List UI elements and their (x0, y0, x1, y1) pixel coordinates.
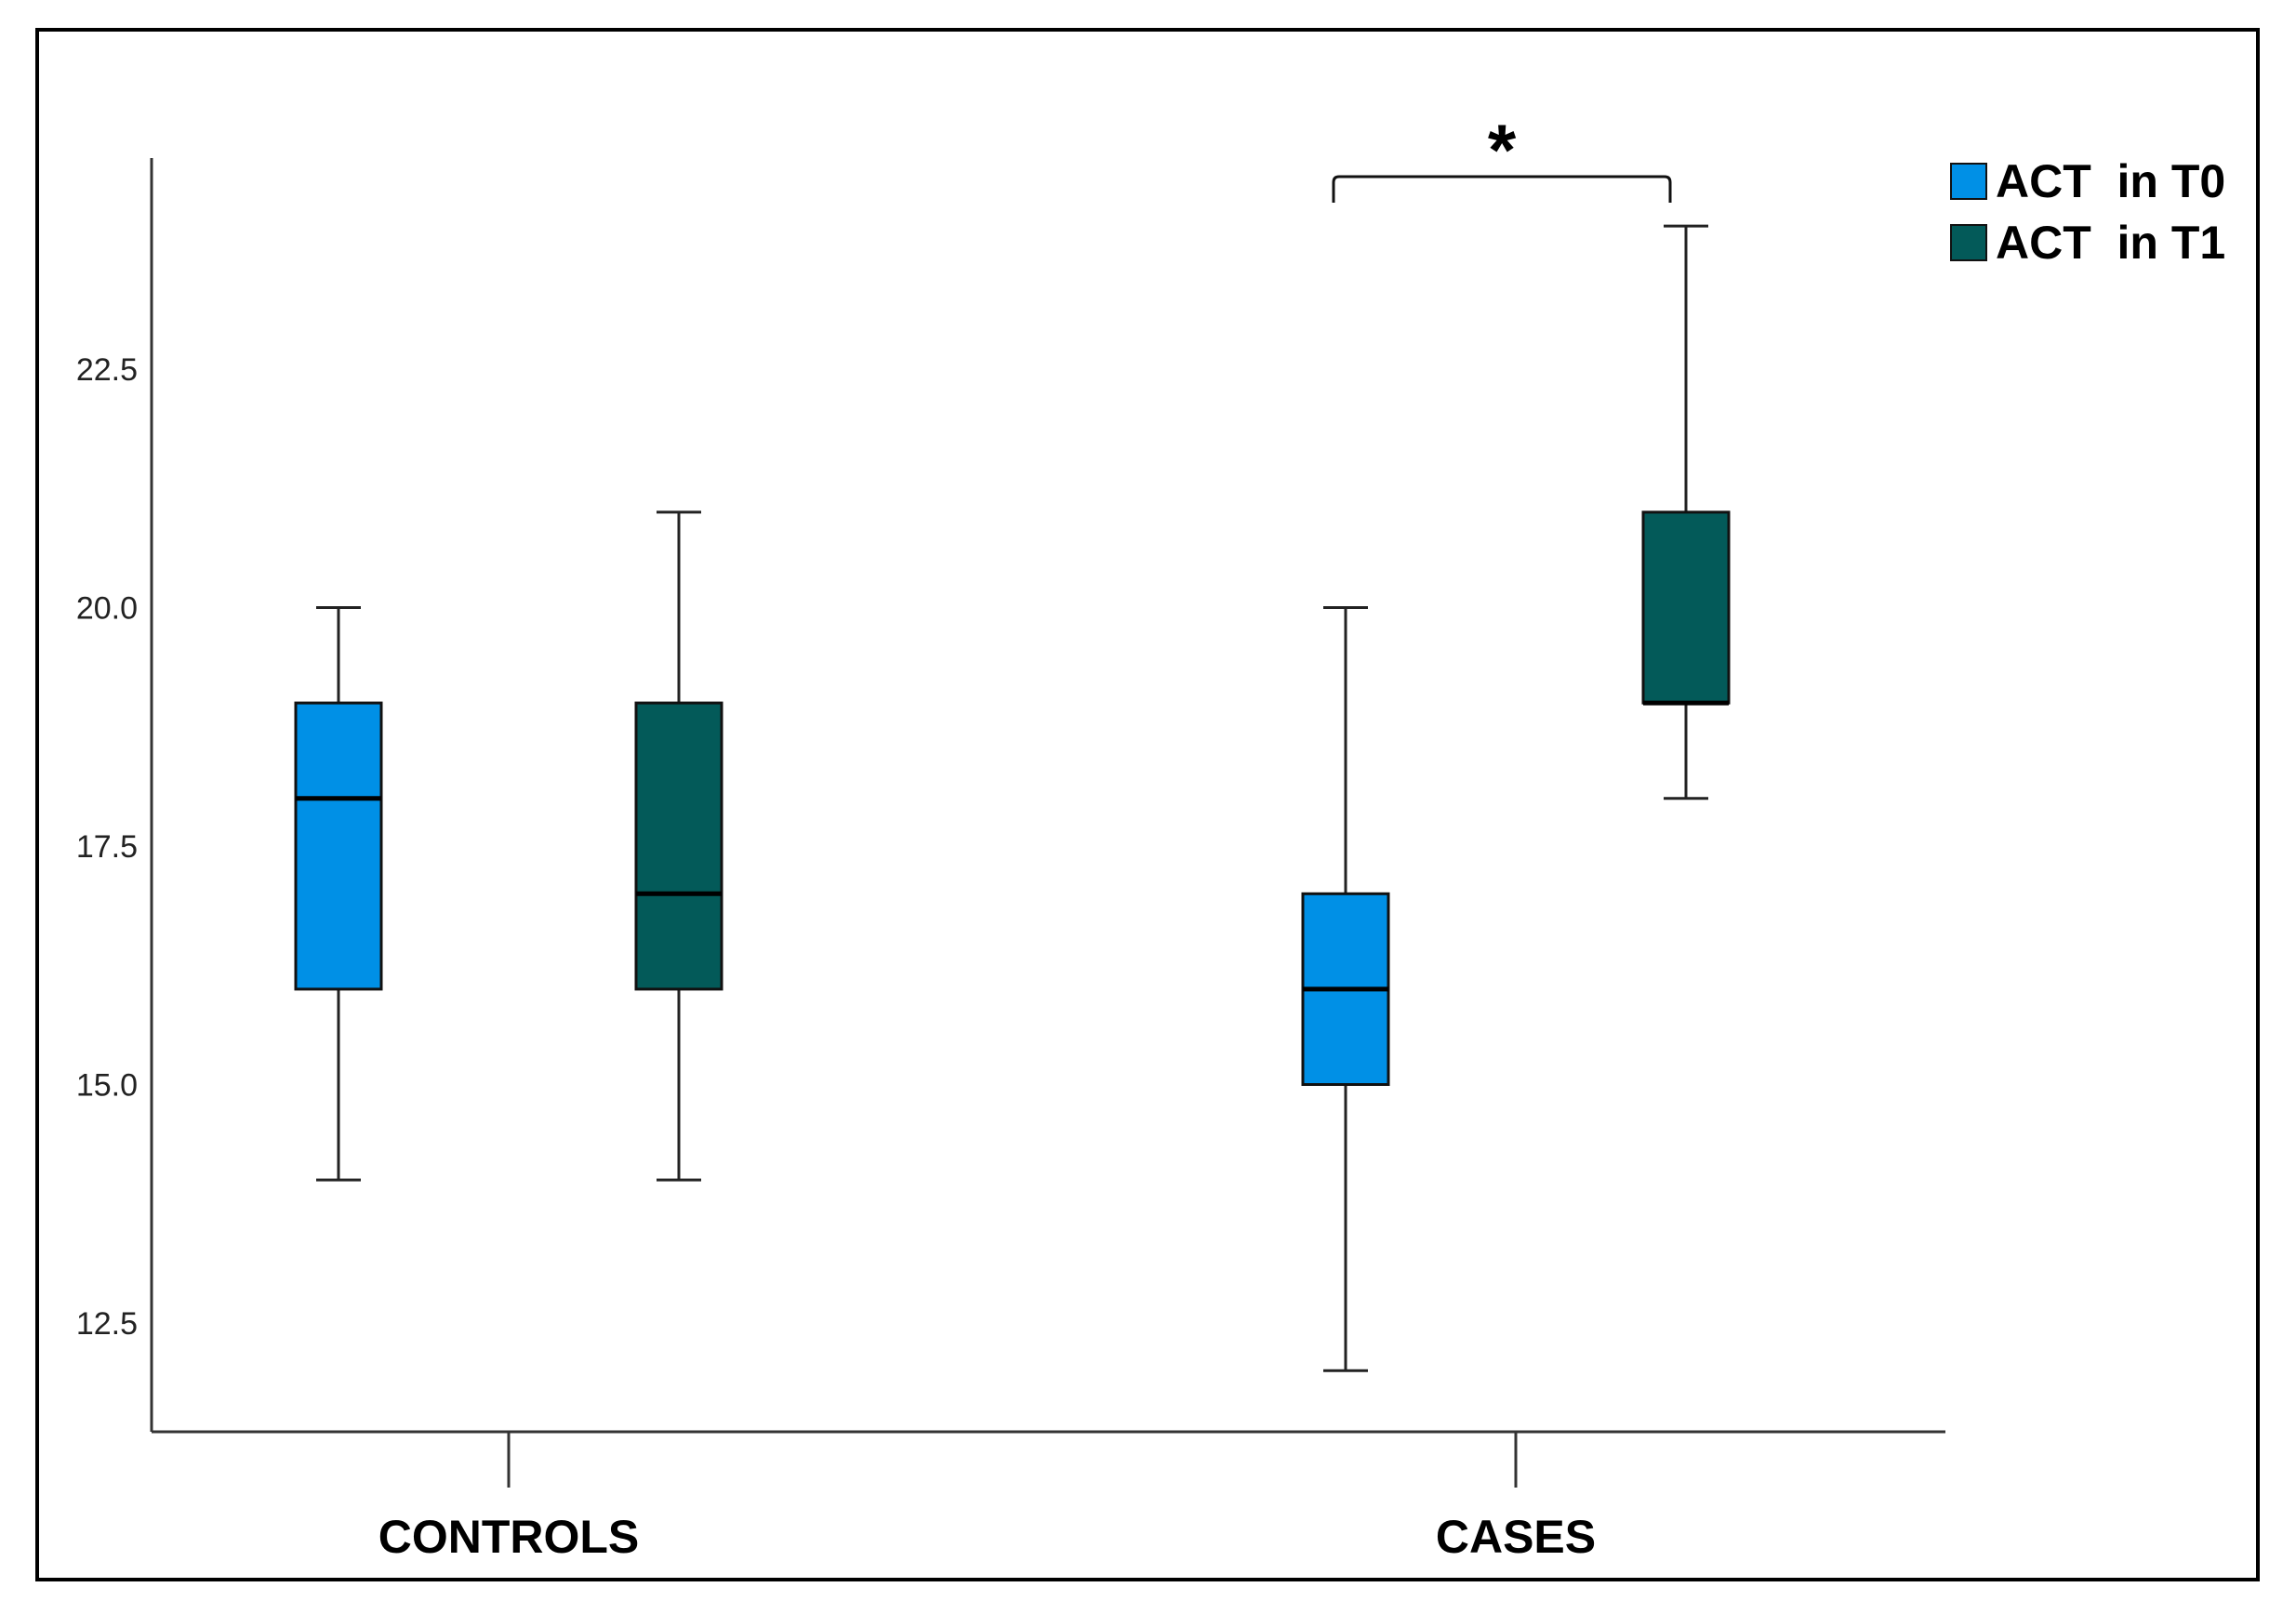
y-tick-label: 12.5 (76, 1306, 138, 1342)
significance-star: * (1488, 109, 1517, 191)
box-0-1 (1301, 606, 1390, 1372)
box-0-0 (294, 606, 383, 1182)
box-1-0 (634, 510, 723, 1182)
y-tick-label: 17.5 (76, 829, 138, 865)
legend-swatch-1 (1950, 224, 1987, 261)
y-tick-label: 22.5 (76, 352, 138, 388)
significance-bracket (1332, 175, 1672, 203)
significance-annotation: * (1332, 109, 1672, 203)
box-series (294, 224, 1731, 1372)
category-label-cases: CASES (1436, 1511, 1596, 1563)
legend-label-1: ACT in T1 (1996, 217, 2225, 269)
box-1-1 (1641, 224, 1731, 800)
y-tick-label: 20.0 (76, 591, 138, 627)
box-iqr (634, 701, 723, 991)
legend: ACT in T0 ACT in T1 (1950, 155, 2225, 269)
legend-label-0: ACT in T0 (1996, 155, 2225, 207)
category-label-controls: CONTROLS (378, 1511, 640, 1563)
chart-frame (35, 28, 2260, 1581)
box-iqr (1641, 510, 1731, 705)
legend-swatch-0 (1950, 163, 1987, 200)
x-category-labels: CONTROLS CASES (378, 1432, 1596, 1563)
axes (150, 158, 1945, 1434)
y-tick-label: 15.0 (76, 1068, 138, 1104)
y-tick-labels: 12.5 15.0 17.5 20.0 22.5 (76, 352, 138, 1342)
box-iqr (294, 701, 383, 991)
